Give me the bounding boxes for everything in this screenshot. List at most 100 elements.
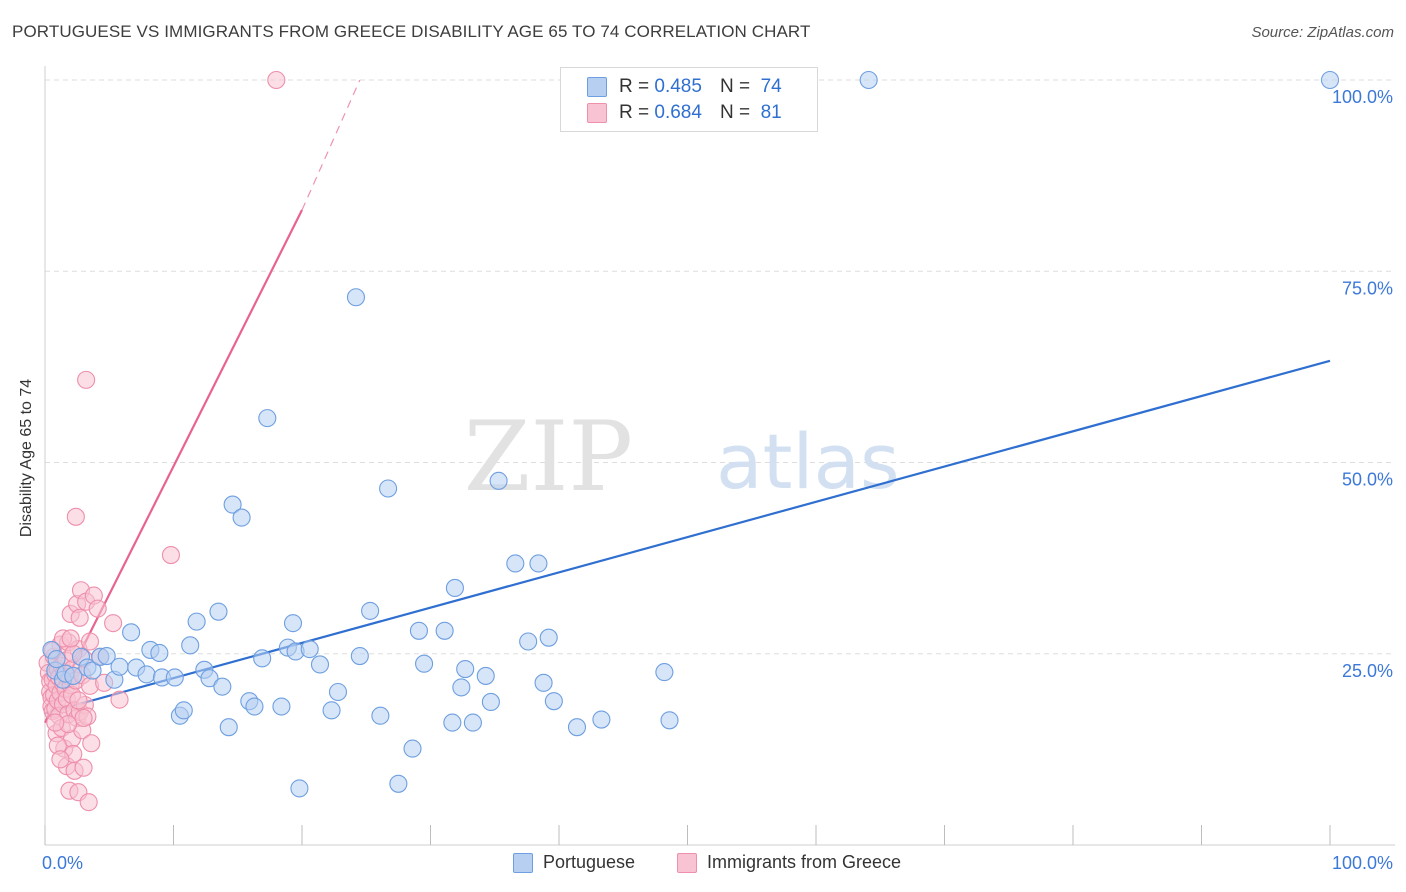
watermark-zip: ZIP xyxy=(464,401,633,513)
data-point xyxy=(232,508,251,527)
data-point xyxy=(200,669,219,688)
x-tick-label: 0.0% xyxy=(42,853,83,873)
data-point xyxy=(456,659,475,679)
legend-swatch-greece xyxy=(587,103,607,123)
data-point xyxy=(463,713,482,732)
data-point xyxy=(655,663,674,682)
data-point xyxy=(346,288,366,307)
legend-row-greece: R = 0.684 N = 81 xyxy=(587,101,782,125)
data-point xyxy=(181,636,200,655)
legend-r-label: R = xyxy=(619,76,650,97)
series-legend-swatch-greece xyxy=(677,852,697,873)
data-point xyxy=(77,370,96,389)
data-point xyxy=(452,678,471,697)
data-point xyxy=(83,661,102,680)
data-point xyxy=(213,677,232,696)
data-point xyxy=(445,578,464,598)
series-legend-label: Immigrants from Greece xyxy=(707,852,902,872)
data-point xyxy=(350,646,369,666)
data-point xyxy=(80,632,100,651)
data-point xyxy=(534,673,553,692)
data-point xyxy=(371,706,390,725)
data-point xyxy=(361,601,380,620)
data-point xyxy=(51,750,70,769)
data-point xyxy=(389,774,408,793)
data-point xyxy=(74,708,93,728)
data-point xyxy=(165,668,184,687)
data-point xyxy=(529,554,548,573)
series-legend-greece[interactable]: Immigrants from Greece xyxy=(677,852,901,873)
data-point xyxy=(544,692,563,711)
data-point xyxy=(47,650,66,669)
series-legend: Portuguese Immigrants from Greece xyxy=(0,852,1406,878)
data-point xyxy=(283,614,303,633)
data-point xyxy=(1320,70,1340,90)
data-point xyxy=(88,599,107,618)
trend-line-extension xyxy=(301,79,361,211)
data-point xyxy=(272,697,291,716)
data-point xyxy=(70,608,89,627)
data-point xyxy=(489,471,508,490)
legend-r-value: 0.485 xyxy=(654,76,702,97)
chart-title: PORTUGUESE VS IMMIGRANTS FROM GREECE DIS… xyxy=(12,22,811,41)
data-point xyxy=(290,779,309,798)
data-point xyxy=(539,628,558,647)
data-point xyxy=(310,655,330,674)
data-point xyxy=(415,654,434,673)
data-point xyxy=(79,793,98,812)
data-point xyxy=(660,711,679,730)
data-point xyxy=(379,479,398,498)
data-point xyxy=(322,701,341,720)
data-point xyxy=(110,690,129,709)
data-point xyxy=(267,70,286,90)
data-point xyxy=(300,640,319,659)
data-point xyxy=(253,649,272,668)
data-point xyxy=(137,665,156,684)
data-point xyxy=(567,718,587,737)
data-point xyxy=(161,546,180,565)
data-point xyxy=(61,629,80,648)
data-point xyxy=(46,713,65,732)
data-point xyxy=(219,718,238,737)
x-tick-label: 100.0% xyxy=(1332,853,1393,873)
data-point xyxy=(110,657,129,676)
data-point xyxy=(443,713,462,732)
data-point xyxy=(97,646,116,666)
data-point xyxy=(150,643,169,663)
legend-n-value: 74 xyxy=(760,76,782,97)
data-point xyxy=(122,623,141,642)
watermark-atlas: atlas xyxy=(716,417,900,506)
y-tick-label: 50.0% xyxy=(1342,470,1393,490)
legend-n-value: 81 xyxy=(760,102,782,123)
data-point xyxy=(859,70,878,90)
series-legend-swatch-portuguese xyxy=(513,852,533,873)
data-point xyxy=(481,692,500,711)
legend-n-label: N = xyxy=(719,76,751,97)
grid-lines xyxy=(45,79,1395,655)
legend-r-label: R = xyxy=(619,102,650,123)
correlation-legend: R = 0.485 N = 74 R = 0.684 N = 81 xyxy=(560,67,818,132)
legend-row-portuguese: R = 0.485 N = 74 xyxy=(587,75,782,99)
data-point xyxy=(403,739,422,758)
data-point xyxy=(66,507,85,526)
data-points xyxy=(38,70,1340,812)
trend-lines xyxy=(44,79,1331,724)
data-point xyxy=(104,614,123,633)
data-point xyxy=(328,682,348,702)
y-tick-label: 75.0% xyxy=(1342,278,1393,298)
data-point xyxy=(187,612,206,631)
series-legend-portuguese[interactable]: Portuguese xyxy=(513,852,635,873)
series-legend-label: Portuguese xyxy=(543,852,636,872)
tick-labels: 25.0% 50.0% 75.0% 100.0% 0.0% 100.0% xyxy=(42,87,1393,873)
data-point xyxy=(435,621,454,640)
y-tick-label: 100.0% xyxy=(1332,87,1393,107)
data-point xyxy=(64,666,83,685)
data-point xyxy=(476,666,495,685)
data-point xyxy=(82,734,101,753)
legend-r-value: 0.684 xyxy=(654,102,702,123)
trend-line xyxy=(44,359,1331,715)
data-point xyxy=(245,697,264,716)
y-tick-label: 25.0% xyxy=(1342,661,1393,681)
data-point xyxy=(592,710,611,729)
data-point xyxy=(209,602,228,621)
